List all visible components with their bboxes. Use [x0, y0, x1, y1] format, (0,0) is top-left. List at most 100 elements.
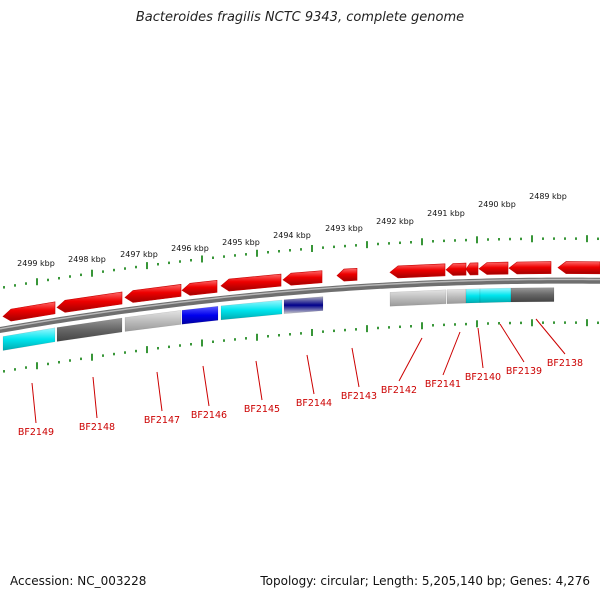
inner-tick — [36, 362, 38, 370]
inner-tick — [531, 319, 533, 327]
inner-tick — [212, 340, 214, 344]
inner-tick — [124, 351, 126, 354]
inner-tick — [102, 354, 104, 357]
inner-tick — [355, 328, 357, 331]
inner-tick — [157, 346, 159, 350]
cds-arrow — [336, 267, 358, 282]
outer-tick — [212, 256, 214, 260]
kbp-label: 2498 kbp — [68, 255, 106, 264]
inner-tick — [410, 325, 412, 328]
inner-tick — [179, 344, 181, 347]
gene-label: BF2141 — [425, 379, 461, 390]
outer-tick — [256, 249, 258, 257]
outer-tick — [113, 268, 115, 272]
gene-label: BF2148 — [79, 422, 115, 433]
outer-tick — [146, 262, 148, 270]
cog-box — [56, 317, 123, 342]
inner-tick — [80, 357, 82, 361]
outer-tick — [553, 237, 555, 240]
outer-tick — [289, 249, 291, 252]
cds-arrow — [557, 261, 600, 275]
kbp-label: 2493 kbp — [325, 224, 363, 233]
inner-tick — [3, 370, 5, 373]
gene-leader-line — [477, 327, 484, 369]
outer-tick — [476, 236, 478, 244]
outer-tick — [355, 244, 357, 247]
outer-tick — [487, 238, 489, 241]
cds-arrow — [389, 263, 446, 279]
outer-tick — [179, 260, 181, 263]
outer-tick — [465, 238, 467, 242]
kbp-label: 2492 kbp — [376, 217, 414, 226]
outer-tick — [190, 258, 192, 262]
gene-leader-line — [442, 331, 461, 376]
gene-label: BF2139 — [506, 366, 542, 377]
inner-tick — [542, 321, 544, 324]
gene-labels: BF2149 BF2148 BF2147 BF2146 BF2145 BF2144 BF21… — [18, 318, 583, 438]
kbp-label: 2497 kbp — [120, 250, 158, 259]
outer-tick — [201, 255, 203, 263]
cds-arrow — [445, 262, 467, 276]
cog-box — [465, 288, 481, 304]
backbone-line — [0, 277, 600, 334]
inner-tick — [223, 339, 225, 342]
kbp-label: 2494 kbp — [273, 231, 311, 240]
outer-tick — [58, 276, 60, 280]
outer-tick — [223, 255, 225, 258]
outer-tick — [168, 261, 170, 265]
inner-tick — [190, 342, 192, 346]
outer-tick — [3, 286, 5, 289]
outer-tick — [14, 284, 16, 287]
cog-box — [220, 299, 283, 321]
outer-tick — [344, 244, 346, 248]
kbp-label: 2489 kbp — [529, 192, 567, 201]
inner-tick — [256, 333, 258, 341]
kbp-label: 2496 kbp — [171, 244, 209, 253]
inner-tick — [454, 323, 456, 326]
outer-tick — [311, 244, 313, 252]
outer-tick-ring — [3, 235, 599, 289]
inner-tick — [14, 368, 16, 371]
gene-label: BF2144 — [296, 398, 332, 409]
gene-label: BF2138 — [547, 358, 583, 369]
inner-tick — [289, 333, 291, 336]
gene-leader-line — [255, 360, 263, 401]
inner-tick — [333, 329, 335, 333]
inner-tick — [322, 330, 324, 333]
cog-box — [389, 289, 447, 307]
outer-tick — [91, 269, 93, 277]
inner-tick — [69, 359, 71, 362]
gene-label: BF2145 — [244, 404, 280, 415]
inner-tick — [487, 322, 489, 325]
cds-arrow — [124, 284, 182, 303]
inner-tick — [234, 338, 236, 341]
inner-tick — [586, 319, 588, 327]
cds-track — [2, 261, 600, 322]
gene-leader-line — [31, 382, 37, 424]
outer-tick — [80, 273, 82, 277]
gene-leader-line — [92, 376, 98, 419]
outer-tick — [432, 240, 434, 243]
genome-backbone — [0, 277, 600, 334]
inner-tick — [421, 322, 423, 330]
outer-tick — [102, 270, 104, 273]
outer-tick — [564, 237, 566, 240]
gene-label: BF2146 — [191, 410, 227, 421]
inner-tick — [553, 321, 555, 324]
inner-tick — [575, 321, 577, 324]
outer-tick — [410, 241, 412, 244]
kbp-label: 2499 kbp — [17, 259, 55, 268]
inner-tick — [399, 325, 401, 329]
kbp-label: 2490 kbp — [478, 200, 516, 209]
kbp-labels: 2489 kbp 2490 kbp 2491 kbp 2492 kbp 2493 kbp… — [17, 192, 567, 268]
outer-tick — [399, 241, 401, 245]
outer-tick — [454, 239, 456, 242]
inner-tick — [432, 324, 434, 327]
inner-tick — [135, 349, 137, 353]
gene-label: BF2140 — [465, 372, 501, 383]
inner-tick — [58, 360, 60, 364]
inner-tick — [377, 326, 379, 330]
outer-tick — [245, 253, 247, 256]
gene-leader-line — [306, 354, 315, 395]
gene-leader-line — [156, 371, 163, 412]
